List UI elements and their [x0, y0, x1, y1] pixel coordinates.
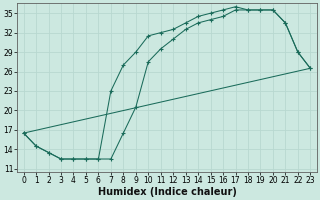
X-axis label: Humidex (Indice chaleur): Humidex (Indice chaleur) [98, 187, 236, 197]
